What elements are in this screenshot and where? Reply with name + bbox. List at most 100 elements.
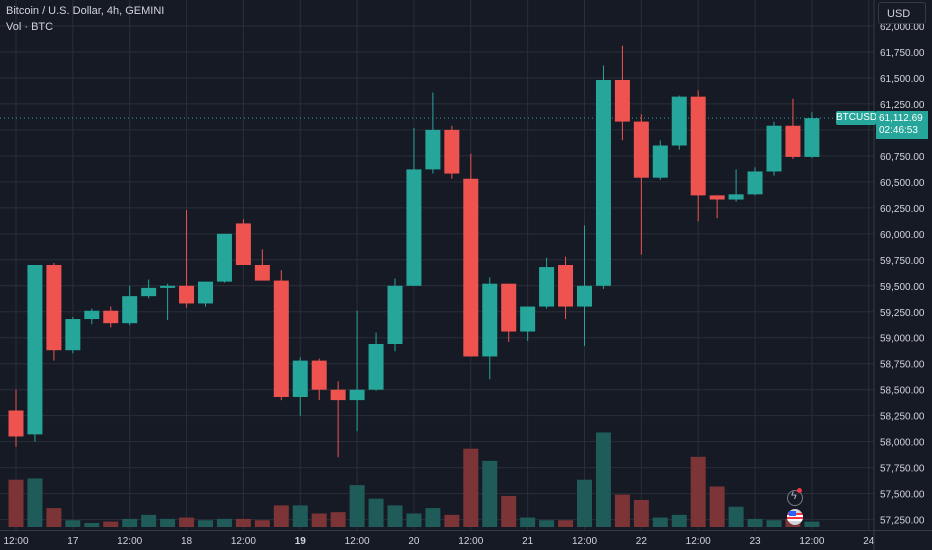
y-tick-label: 59,750.00 [880, 256, 925, 267]
candle-body [160, 285, 176, 288]
volume-bar [728, 506, 744, 527]
x-tick-label: 23 [749, 536, 761, 547]
candle-body [577, 285, 592, 307]
y-tick-label: 57,750.00 [880, 464, 925, 475]
currency-button[interactable]: USD [878, 2, 926, 24]
y-tick-label: 61,500.00 [880, 74, 925, 85]
candle-body [614, 80, 630, 122]
x-tick-label: 18 [181, 536, 193, 547]
volume-bar [690, 456, 706, 527]
candle-body [766, 125, 782, 172]
y-tick-label: 61,750.00 [880, 48, 925, 59]
volume-bar [520, 517, 536, 527]
x-tick-label: 21 [522, 536, 534, 547]
volume-bar [368, 498, 384, 527]
volume-bar [103, 521, 119, 527]
candle-body [254, 265, 270, 281]
volume-bar [463, 448, 479, 527]
x-tick-label: 12:00 [572, 536, 597, 547]
x-tick-label: 24 [863, 536, 875, 547]
candle-body [501, 283, 517, 332]
candle-body [804, 118, 820, 157]
candle-body [633, 121, 649, 178]
candle-body [482, 283, 498, 357]
volume-bar [747, 518, 763, 527]
volume-bar [671, 514, 687, 527]
x-tick-label: 12:00 [458, 536, 483, 547]
candle-body [349, 389, 365, 401]
y-tick-label: 58,250.00 [880, 412, 925, 423]
volume-bar [349, 485, 365, 527]
volume-bar [27, 478, 43, 527]
candle-body [368, 343, 384, 390]
candle-body [292, 360, 308, 397]
volume-bar [141, 514, 157, 527]
candle-body [671, 96, 687, 146]
candle-body [709, 195, 725, 200]
volume-bar [709, 486, 725, 527]
volume-bar [8, 479, 24, 527]
volume-bar [216, 518, 232, 527]
candle-body [406, 169, 422, 286]
candle-body [311, 360, 327, 390]
y-tick-label: 59,500.00 [880, 282, 925, 293]
candle-body [595, 80, 611, 286]
volume-bar [160, 518, 176, 527]
candle-body [463, 178, 479, 357]
symbol-tag: BTCUSD [836, 111, 878, 126]
volume-bar [122, 518, 138, 527]
y-tick-label: 59,250.00 [880, 308, 925, 319]
candle-body [444, 129, 460, 174]
y-tick-label: 57,500.00 [880, 490, 925, 501]
volume-bar [406, 513, 422, 527]
y-tick-label: 58,000.00 [880, 438, 925, 449]
candle-body [728, 194, 744, 200]
y-tick-label: 60,750.00 [880, 152, 925, 163]
y-tick-label: 57,250.00 [880, 516, 925, 527]
volume-bar [595, 432, 611, 527]
candle-body [141, 287, 157, 297]
y-tick-label: 60,000.00 [880, 230, 925, 241]
volume-bar [577, 479, 592, 527]
volume-bar [766, 520, 782, 527]
x-tick-label: 20 [408, 536, 420, 547]
volume-bar [292, 505, 308, 527]
notification-dot [797, 488, 802, 493]
candle-body [46, 265, 62, 351]
y-tick-label: 60,500.00 [880, 178, 925, 189]
candle-body [539, 267, 555, 307]
candle-body [558, 265, 574, 307]
volume-bar [198, 520, 213, 527]
y-tick-label: 58,500.00 [880, 386, 925, 397]
candle-body [690, 96, 706, 196]
x-tick-label: 12:00 [799, 536, 824, 547]
volume-bar [235, 518, 251, 527]
x-tick-label: 12:00 [3, 536, 28, 547]
volume-bar [482, 460, 498, 527]
volume-bar [179, 517, 195, 527]
flag-icon[interactable] [787, 509, 803, 525]
bolt-icon[interactable] [787, 490, 803, 506]
x-tick-label: 12:00 [686, 536, 711, 547]
x-tick-label: 12:00 [231, 536, 256, 547]
last-price: 61,112.69 [879, 113, 923, 125]
candle-body [747, 171, 763, 195]
candle-body [425, 129, 441, 170]
volume-bar [804, 521, 820, 527]
x-tick-label: 12:00 [345, 536, 370, 547]
candle-body [216, 233, 232, 282]
volume-label: Vol · BTC [6, 21, 54, 33]
candle-body [27, 265, 43, 435]
candle-body [122, 296, 138, 324]
last-price-label: 61,112.69 02:46:53 [876, 111, 928, 140]
y-tick-label: 62,000.00 [880, 22, 925, 33]
bar-countdown: 02:46:53 [879, 125, 918, 137]
x-tick-label: 17 [67, 536, 79, 547]
x-tick-label: 22 [636, 536, 648, 547]
candle-body [520, 306, 536, 332]
volume-bar [311, 513, 327, 527]
candle-body [179, 285, 195, 304]
candle-body [198, 281, 213, 304]
